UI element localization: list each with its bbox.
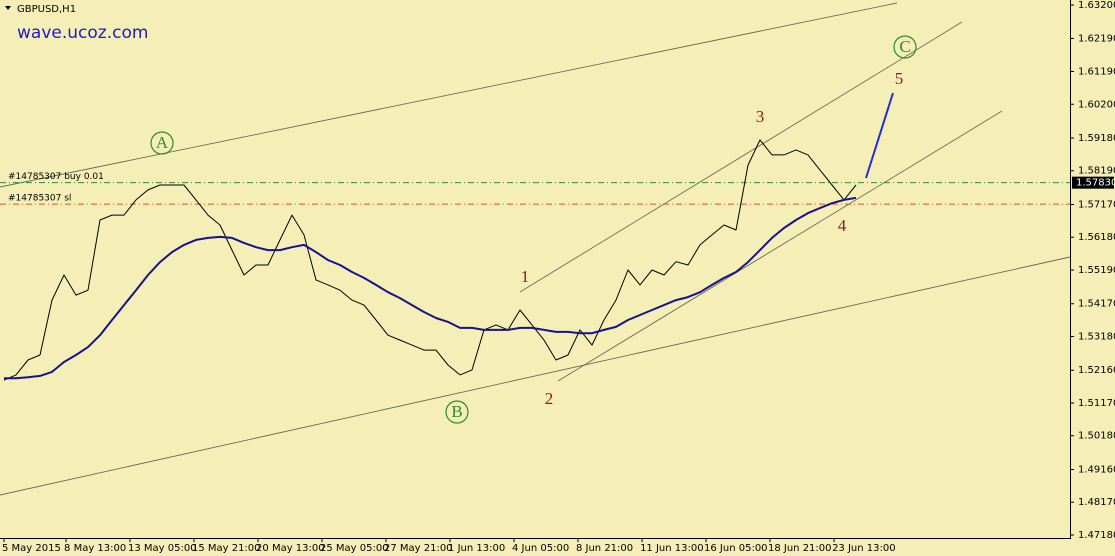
y-tick-label: 1.54170 [1078,299,1115,310]
y-tick-label: 1.52160 [1078,365,1115,376]
x-tick-label: 11 Jun 13:00 [640,543,704,554]
y-tick-label: 1.56180 [1078,232,1115,243]
wave-labels: A B C 1 2 3 4 5 [150,35,917,424]
projection-line [865,92,894,179]
x-tick-label: 23 Jun 13:00 [832,543,896,554]
y-tick-label: 1.51170 [1078,398,1115,409]
current-price-label: 1.57830 [1076,178,1115,189]
y-tick-label: 1.59180 [1078,133,1115,144]
y-tick-label: 1.48170 [1078,497,1115,508]
y-tick-label: 1.50180 [1078,431,1115,442]
x-tick-label: 20 May 13:00 [256,543,325,554]
menu-arrow[interactable] [5,6,11,10]
symbol-title: GBPUSD,H1 [17,4,76,15]
channel-line [557,110,1003,382]
order-level-label: #14785307 sl [8,194,71,204]
price-line [4,196,857,380]
x-tick-label: 13 May 05:00 [128,543,197,554]
wave-label: 5 [895,69,904,88]
x-tick-label: 27 May 21:00 [384,543,453,554]
wave-label: 2 [545,389,554,408]
x-tick-label: 8 Jun 21:00 [576,543,633,554]
x-tick-label: 25 May 05:00 [320,543,389,554]
y-tick-label: 1.49160 [1078,464,1115,475]
wave-label: 1 [521,267,530,286]
wave-label: 3 [756,107,765,126]
x-tick-label: 8 May 13:00 [64,543,126,554]
x-tick-label: 4 Jun 05:00 [512,543,569,554]
channel-line [519,21,963,293]
y-tick-label: 1.61190 [1078,66,1115,77]
wave-label: B [451,402,462,421]
wave-circle [893,35,917,59]
wave-label: A [156,133,169,152]
channel-line [0,256,1071,496]
y-tick-label: 1.47180 [1078,530,1115,541]
y-tick-label: 1.58190 [1078,166,1115,177]
wave-label: C [899,37,910,56]
wave-circle [150,131,174,155]
y-tick-label: 1.62190 [1078,33,1115,44]
y-tick-label: 1.53180 [1078,331,1115,342]
order-level-label: #14785307 buy 0.01 [8,172,104,182]
wave-label: 4 [838,216,847,235]
x-tick-label: 15 May 21:00 [192,543,261,554]
y-tick-label: 1.60200 [1078,99,1115,110]
y-tick-label: 1.63200 [1078,0,1115,11]
x-tick-label: 5 May 2015 [2,543,61,554]
x-tick-label: 16 Jun 05:00 [704,543,768,554]
y-tick-label: 1.57170 [1078,199,1115,210]
watermark: wave.ucoz.com [17,23,148,43]
channel-line [0,2,898,188]
wave-circle [445,400,469,424]
channel-lines [0,2,1071,496]
x-tick-label: 1 Jun 13:00 [448,543,505,554]
y-tick-label: 1.55190 [1078,265,1115,276]
x-tick-label: 18 Jun 21:00 [768,543,832,554]
price-line [3,139,857,381]
current-price-box [1072,176,1114,189]
